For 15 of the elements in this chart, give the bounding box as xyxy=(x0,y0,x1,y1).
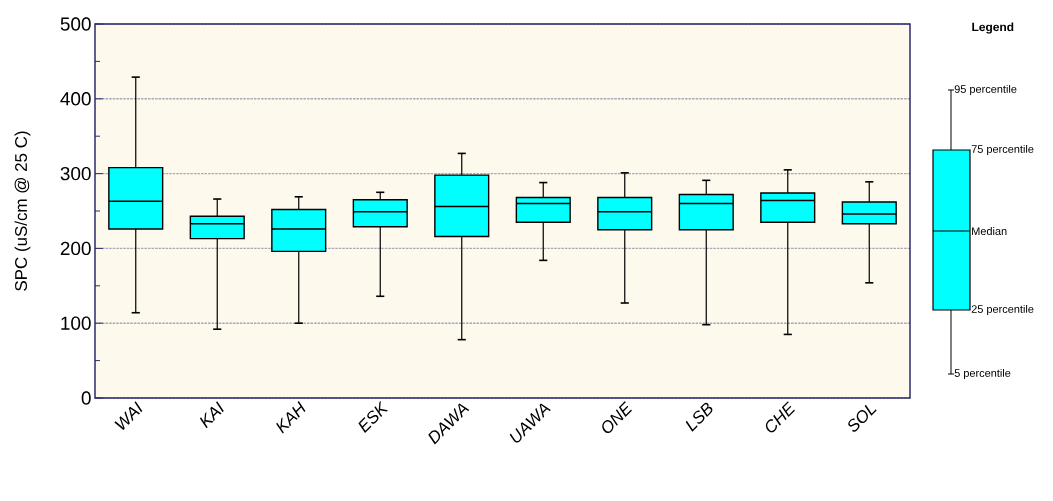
y-tick-label: 0 xyxy=(81,391,91,405)
y-tick-label: 300 xyxy=(60,166,91,181)
text: 25 percentile xyxy=(971,304,1034,316)
text: Median xyxy=(972,226,1007,236)
x-tick-label: SOL xyxy=(848,404,877,432)
text: 5 percentile xyxy=(954,368,1011,380)
legend-title: Legend xyxy=(972,22,1014,34)
y-tick-label: 500 xyxy=(60,17,91,31)
text: 95 percentile xyxy=(954,84,1017,96)
text: 75 percentile xyxy=(971,144,1034,156)
x-tick-label: KAI xyxy=(199,401,224,429)
y-axis-title: SPC (uS/cm @ 25 C) xyxy=(14,131,31,291)
y-tick-label: 100 xyxy=(61,316,91,330)
y-tick-label: 400 xyxy=(60,92,91,106)
y-tick-label: 200 xyxy=(60,241,91,256)
